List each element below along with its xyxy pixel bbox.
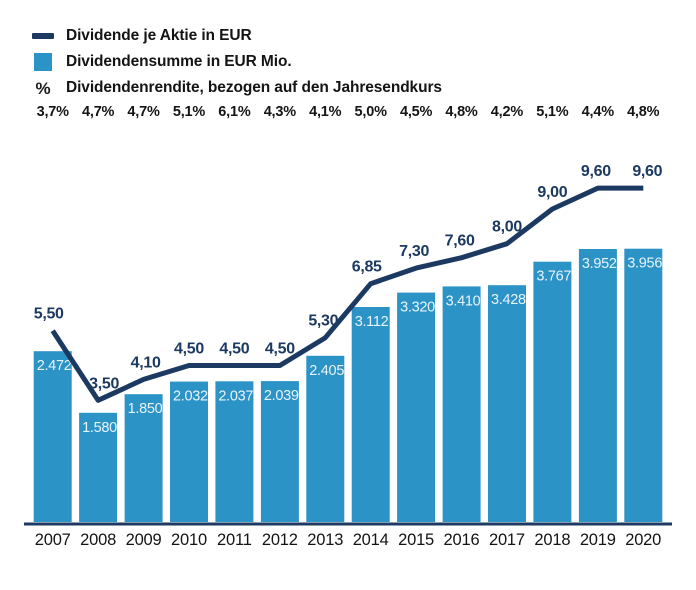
line-value-label-2009: 4,10 — [131, 354, 161, 371]
dividend-yield-2018: 5,1% — [536, 104, 569, 120]
dividend-yield-2009: 4,7% — [127, 104, 160, 120]
bar-value-label-2020: 3.956 — [627, 256, 662, 272]
dividend-yield-2010: 5,1% — [172, 104, 206, 120]
bar-2007[interactable] — [33, 351, 72, 522]
percent-glyph: % — [35, 78, 51, 98]
line-swatch-icon — [30, 33, 56, 39]
x-axis-label-2015: 2015 — [398, 531, 435, 549]
x-axis-label-2014: 2014 — [352, 531, 389, 549]
dividend-yield-2007: 3,7% — [36, 104, 69, 120]
legend-label: Dividende je Aktie in EUR — [66, 27, 252, 44]
dividend-yield-2012: 4,3% — [263, 104, 296, 120]
line-value-label-2018: 9,00 — [537, 184, 567, 201]
bar-2018[interactable] — [533, 261, 572, 522]
line-value-label-2007: 5,50 — [34, 306, 64, 323]
x-axis-label-2007: 2007 — [34, 531, 71, 549]
dividend-yield-2017: 4,2% — [490, 104, 524, 120]
x-axis-label-2019: 2019 — [579, 531, 616, 549]
dividend-per-share-line — [50, 185, 644, 403]
line-value-label-2010: 4,50 — [174, 341, 204, 358]
x-axis-label-2020: 2020 — [625, 531, 662, 549]
x-axis-label-2010: 2010 — [171, 531, 207, 549]
line-value-label-2017: 8,00 — [492, 219, 522, 236]
bar-value-label-2019: 3.952 — [582, 256, 617, 272]
legend-item-dividendensumme: Dividendensumme in EUR Mio. — [30, 50, 670, 74]
dividend-yield-2008: 4,7% — [82, 104, 115, 120]
bar-value-label-2016: 3.410 — [446, 293, 481, 309]
bar-value-label-2017: 3.428 — [491, 292, 526, 308]
x-axis-year-labels: 2007 2008 2009 2010 2011 2012 2013 2014 2015 2016… — [30, 531, 666, 550]
bar-2008[interactable] — [79, 412, 118, 522]
legend-item-dividende-je-aktie: Dividende je Aktie in EUR — [30, 24, 670, 48]
bar-2013[interactable] — [306, 355, 345, 522]
x-axis-label-2016: 2016 — [443, 531, 480, 549]
bar-value-label-2015: 3.320 — [400, 300, 435, 316]
dividend-yield-2011: 6,1% — [218, 104, 251, 120]
bar-2015[interactable] — [397, 292, 436, 522]
bar-2010[interactable] — [170, 381, 208, 522]
bar-value-label-2010: 2.032 — [173, 389, 208, 405]
dividend-yield-row: 3,7% 4,7% 4,7% 5,1% 6,1% 4,3% 4,1% 5,0% 4,5% 4,8%… — [30, 104, 666, 120]
dividend-yield-2014: 5,0% — [354, 104, 387, 120]
line-value-label-2019: 9,60 — [581, 163, 611, 180]
line-value-label-2020: 9,60 — [632, 163, 662, 180]
x-axis-label-2011: 2011 — [217, 531, 252, 549]
bar-value-label-2009: 1.850 — [128, 401, 163, 417]
legend-label: Dividendenrendite, bezogen auf den Jahre… — [66, 79, 442, 96]
bar-swatch-icon — [30, 53, 56, 71]
bar-value-label-2012: 2.039 — [264, 388, 299, 404]
bar-value-label-2007: 2.472 — [37, 358, 72, 374]
chart-legend: Dividende je Aktie in EUR Dividendensumm… — [30, 24, 670, 102]
bar-2019[interactable] — [578, 249, 617, 522]
bar-value-label-2014: 3.112 — [355, 314, 389, 330]
x-axis-label-2013: 2013 — [307, 531, 344, 549]
bar-2016[interactable] — [442, 286, 481, 522]
bar-2012[interactable] — [260, 381, 299, 522]
dividend-yield-2016: 4,8% — [445, 104, 478, 120]
line-value-label-2011: 4,50 — [219, 341, 249, 358]
dividend-yield-2019: 4,4% — [581, 104, 614, 120]
dividend-yield-2020: 4,8% — [627, 104, 660, 120]
x-axis-label-2017: 2017 — [488, 531, 525, 549]
line-value-label-2014: 6,85 — [352, 259, 382, 276]
bar-2011[interactable] — [215, 381, 254, 522]
bar-2014[interactable] — [351, 307, 390, 522]
line-value-label-2008: 3,50 — [89, 375, 119, 392]
x-axis-label-2009: 2009 — [125, 531, 162, 549]
bar-2009[interactable] — [124, 394, 163, 522]
x-axis-label-2012: 2012 — [261, 531, 298, 549]
bar-2020[interactable] — [624, 248, 663, 522]
bar-value-label-2013: 2.405 — [309, 363, 344, 379]
bar-value-label-2008: 1.580 — [82, 420, 117, 436]
line-value-label-2015: 7,30 — [399, 243, 429, 260]
line-value-label-2012: 4,50 — [265, 341, 295, 358]
bar-value-label-2011: 2.037 — [218, 388, 253, 404]
legend-label: Dividendensumme in EUR Mio. — [66, 53, 292, 70]
legend-item-dividendenrendite: % Dividendenrendite, bezogen auf den Jah… — [30, 76, 670, 100]
line-value-label-2016: 7,60 — [445, 233, 475, 250]
percent-symbol-icon: % — [30, 80, 56, 97]
bar-value-label-2018: 3.767 — [536, 269, 571, 285]
dividend-yield-2013: 4,1% — [309, 104, 342, 120]
line-value-label-2013: 5,30 — [308, 313, 338, 330]
dividend-yield-2015: 4,5% — [399, 104, 433, 120]
x-axis-label-2018: 2018 — [534, 531, 571, 549]
bar-2017[interactable] — [488, 285, 526, 522]
x-axis-label-2008: 2008 — [80, 531, 117, 549]
